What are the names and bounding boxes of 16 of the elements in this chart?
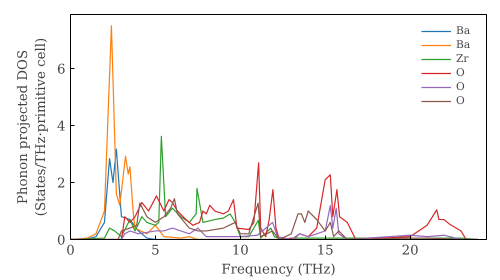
x-axis-title: Frequency (THz)	[221, 262, 336, 278]
legend-label: Ba	[456, 38, 472, 51]
x-tick-label: 10	[232, 244, 249, 258]
y-tick-label: 0	[57, 234, 66, 248]
legend-label: O	[456, 80, 466, 93]
legend-label: O	[456, 94, 466, 107]
x-tick-label: 5	[151, 244, 160, 258]
y-tick-label: 4	[57, 120, 66, 135]
legend-label: Ba	[456, 24, 472, 37]
legend-label: Zr	[456, 52, 470, 65]
y-tick-label: 6	[57, 62, 66, 78]
y-tick-label: 2	[57, 176, 66, 192]
y-axis-title: Phonon projected DOS (States/THz·primitive cell)	[16, 38, 50, 216]
x-tick-label: 20	[402, 244, 419, 258]
x-tick-label: 15	[316, 244, 334, 258]
legend-label: O	[456, 66, 466, 79]
